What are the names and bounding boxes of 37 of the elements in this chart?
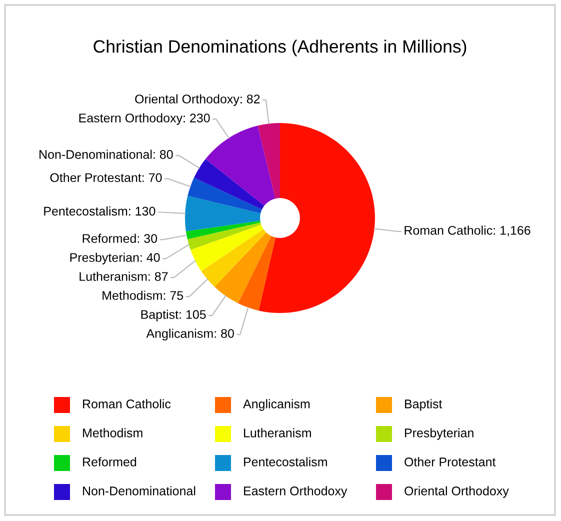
donut-slice [190,224,264,272]
donut-slice [206,126,276,206]
data-label: Pentecostalism: 130 [44,206,156,216]
legend-label: Lutheranism [244,428,311,438]
legend-label: Other Protestant [404,457,496,466]
legend-label: Anglicanism [243,399,310,411]
data-label: Oriental Orthodoxy: 82 [135,94,260,106]
legend-label: Oriental Orthodoxy [404,486,509,498]
chart-title: Christian Denominations (Adherents in Millions) [94,40,466,56]
legend-label: Methodism [83,428,142,438]
legend-label: Pentecostalism [244,457,327,466]
donut-slice [186,220,261,240]
donut-slice [194,159,264,210]
data-label: Reformed: 30 [82,234,158,243]
donut-slice [188,178,262,214]
donut-slice [238,236,276,311]
legend-label: Reformed [83,457,136,466]
data-label: Other Protestant: 70 [50,172,162,182]
donut-slice [185,196,261,232]
donut-slice [214,232,272,304]
legend-label: Baptist [405,399,442,411]
data-label: Baptist: 105 [141,310,206,322]
data-label: Roman Catholic: 1,166 [404,226,530,236]
legend-label: Non-Denominational [83,486,196,496]
data-label: Methodism: 75 [102,290,184,300]
donut-slice [258,123,375,313]
data-label: Lutheranism: 87 [80,272,168,281]
data-label: Eastern Orthodoxy: 230 [79,113,210,125]
donut-slice [201,229,266,287]
legend-label: Presbyterian [405,428,474,440]
legend-label: Roman Catholic [83,399,171,408]
donut-slice [258,123,280,199]
data-label: Presbyterian: 40 [70,252,160,264]
legend-label: Eastern Orthodoxy [244,486,348,498]
data-label: Anglicanism: 80 [146,328,234,340]
donut-slice [187,222,262,250]
data-label: Non-Denominational: 80 [40,150,173,159]
